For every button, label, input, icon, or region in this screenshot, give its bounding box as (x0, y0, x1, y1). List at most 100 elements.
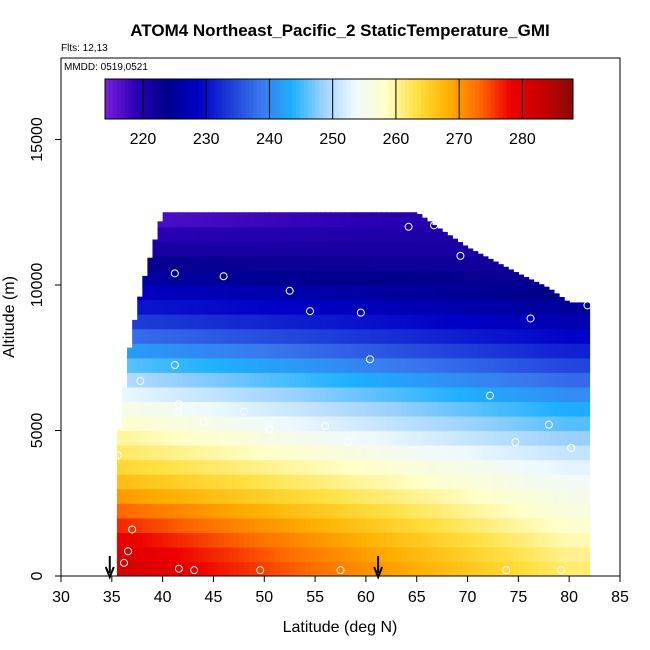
colorbar-segment (335, 79, 340, 119)
heatmap-cell (431, 255, 438, 272)
heatmap-cell (132, 343, 138, 359)
heatmap-cell (396, 415, 403, 432)
heatmap-cell (132, 517, 138, 533)
heatmap-cell (299, 546, 306, 563)
observation-point (557, 566, 566, 575)
heatmap-cell (330, 546, 337, 563)
heatmap-cell (442, 532, 448, 548)
y-tick-label: 10000 (29, 263, 46, 308)
heatmap-cell (340, 314, 347, 330)
heatmap-cell (584, 415, 591, 432)
heatmap-cell (147, 430, 154, 446)
heatmap-cell (121, 430, 128, 446)
heatmap-cell (543, 386, 550, 402)
heatmap-cell (233, 255, 240, 272)
heatmap-cell (508, 503, 514, 519)
heatmap-cell (396, 430, 403, 446)
heatmap-cell (233, 226, 240, 242)
x-tick-label: 70 (459, 589, 477, 606)
heatmap-cell (569, 328, 575, 344)
heatmap-cell (162, 226, 169, 242)
heatmap-cell (208, 314, 215, 330)
heatmap-cell (370, 415, 377, 432)
colorbar-segment (272, 79, 278, 119)
heatmap-cell (172, 328, 179, 344)
heatmap-cell (335, 517, 342, 533)
heatmap-cell (345, 459, 352, 475)
heatmap-cell (569, 459, 575, 475)
heatmap-cell (528, 299, 535, 315)
heatmap-cell (487, 474, 494, 490)
heatmap-cell (442, 430, 448, 446)
heatmap-cell (233, 546, 240, 563)
heatmap-cell (411, 255, 418, 272)
heatmap-cell (142, 357, 148, 373)
heatmap-cell (553, 488, 560, 504)
heatmap-cell (406, 314, 413, 330)
heatmap-cell (543, 357, 550, 373)
colorbar-segment (245, 79, 250, 119)
heatmap-cell (218, 415, 225, 432)
heatmap-cell (304, 299, 311, 315)
heatmap-cell (294, 488, 301, 504)
heatmap-cell (157, 343, 164, 359)
y-axis-label: Altitude (m) (1, 276, 18, 358)
heatmap-cell (340, 532, 347, 548)
heatmap-cell (437, 503, 443, 519)
heatmap-cell (330, 386, 337, 402)
heatmap-cell (330, 241, 337, 257)
heatmap-cell (503, 266, 509, 272)
heatmap-cell (574, 386, 580, 402)
heatmap-cell (518, 503, 525, 519)
heatmap-cell (157, 532, 164, 548)
heatmap-cell (127, 347, 133, 359)
heatmap-cell (182, 241, 189, 257)
heatmap-cell (152, 255, 159, 272)
heatmap-cell (437, 430, 443, 446)
heatmap-cell (274, 328, 281, 344)
heatmap-cell (543, 561, 550, 576)
arrow-head (104, 566, 115, 580)
heatmap-cell (315, 546, 321, 563)
heatmap-cell (350, 212, 357, 228)
heatmap-cell (157, 221, 164, 228)
heatmap-cell (508, 445, 514, 461)
heatmap-cell (442, 445, 448, 461)
heatmap-cell (193, 503, 199, 519)
heatmap-cell (447, 532, 453, 548)
heatmap-cell (162, 255, 169, 272)
heatmap-cell (193, 372, 199, 388)
heatmap-cell (157, 546, 164, 563)
heatmap-cell (396, 314, 403, 330)
colorbar-segment (534, 79, 539, 119)
heatmap-cell (386, 430, 392, 446)
heatmap-cell (431, 546, 438, 563)
heatmap-cell (284, 357, 291, 373)
heatmap-cell (386, 401, 392, 417)
heatmap-cell (482, 488, 489, 504)
colorbar-segment (331, 79, 336, 119)
heatmap-cell (147, 284, 154, 301)
colorbar-segment (214, 79, 219, 119)
heatmap-cell (559, 445, 565, 461)
heatmap-cell (416, 386, 423, 402)
heatmap-cell (462, 255, 469, 272)
heatmap-cell (249, 561, 255, 576)
heatmap-cell (492, 517, 499, 533)
heatmap-cell (401, 445, 408, 461)
heatmap-cell (365, 226, 372, 242)
heatmap-layer (116, 212, 591, 576)
colorbar-segment (276, 79, 281, 119)
heatmap-cell (564, 314, 570, 330)
heatmap-cell (243, 561, 250, 576)
heatmap-cell (523, 546, 530, 563)
heatmap-cell (279, 328, 286, 344)
heatmap-cell (574, 357, 580, 373)
heatmap-cell (360, 546, 367, 563)
heatmap-cell (411, 314, 418, 330)
heatmap-cell (543, 328, 550, 344)
heatmap-cell (533, 328, 540, 344)
heatmap-cell (482, 430, 489, 446)
heatmap-cell (543, 314, 550, 330)
heatmap-cell (315, 474, 321, 490)
